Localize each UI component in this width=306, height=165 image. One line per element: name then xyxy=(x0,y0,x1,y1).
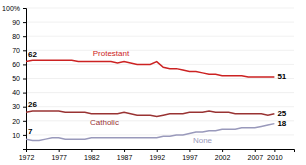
series-line xyxy=(26,111,274,117)
grid-line xyxy=(26,8,294,9)
y-tick: 40 xyxy=(12,89,26,96)
end-value-label: 51 xyxy=(277,72,286,81)
start-value-label: 7 xyxy=(28,127,33,136)
grid xyxy=(26,8,294,135)
y-tick: 50 xyxy=(12,75,26,82)
y-tick: 80 xyxy=(12,33,26,40)
x-tick: 2010 xyxy=(267,149,283,161)
x-tick: 1977 xyxy=(51,149,67,161)
y-axis: 10 20 30 40 50 60 70 80 90 100% xyxy=(2,5,26,150)
y-tick-label: 10 xyxy=(12,132,20,139)
y-tick: 70 xyxy=(12,47,26,54)
y-tick: 30 xyxy=(12,103,26,110)
grid-line xyxy=(26,92,294,93)
x-tick-label: 2010 xyxy=(267,154,283,161)
x-tick-mark xyxy=(255,149,256,152)
grid-line xyxy=(26,134,294,135)
end-value-label: 18 xyxy=(277,119,286,128)
y-tick-label: 70 xyxy=(12,47,20,54)
grid-line xyxy=(26,22,294,23)
x-tick-mark xyxy=(59,149,60,152)
y-tick-mark xyxy=(23,107,26,108)
y-tick-label: 90 xyxy=(12,19,20,26)
x-tick-label: 1992 xyxy=(149,154,165,161)
y-tick-mark xyxy=(23,93,26,94)
x-tick: 1987 xyxy=(117,149,133,161)
series-label: Protestant xyxy=(93,49,130,58)
y-tick-label: 100% xyxy=(2,5,20,12)
x-tick: 1972 xyxy=(19,149,35,161)
y-tick: 20 xyxy=(12,118,26,125)
y-tick: 10 xyxy=(12,132,26,139)
y-tick-label: 30 xyxy=(12,103,20,110)
chart: 102030405060708090100%197219771982198719… xyxy=(0,0,306,165)
y-axis-line xyxy=(23,9,27,150)
y-tick-label: 50 xyxy=(12,75,20,82)
grid-line xyxy=(26,106,294,107)
x-axis-line xyxy=(27,150,295,153)
y-tick-mark xyxy=(23,36,26,37)
grid-line xyxy=(26,78,294,79)
y-tick-label: 60 xyxy=(12,61,20,68)
x-tick-label: 1997 xyxy=(182,154,198,161)
x-axis: 1972 1977 1982 1987 1992 1997 2002 2007 2010 xyxy=(19,149,295,161)
plot-area xyxy=(26,60,274,140)
x-tick-label: 1972 xyxy=(19,154,35,161)
y-tick-mark xyxy=(23,8,26,9)
y-tick-mark xyxy=(23,64,26,65)
x-tick-label: 2007 xyxy=(247,154,263,161)
end-value-label: 25 xyxy=(277,109,286,118)
series-line xyxy=(26,60,274,77)
x-tick: 1982 xyxy=(84,149,100,161)
x-tick-mark xyxy=(222,149,223,152)
x-tick-mark xyxy=(157,149,158,152)
x-tick-label: 1987 xyxy=(117,154,133,161)
x-tick: 1992 xyxy=(149,149,165,161)
start-value-label: 26 xyxy=(28,100,37,109)
y-tick-mark xyxy=(23,50,26,51)
y-tick-mark xyxy=(23,79,26,80)
y-tick-mark xyxy=(23,135,26,136)
y-tick: 60 xyxy=(12,61,26,68)
y-tick-mark xyxy=(23,121,26,122)
y-tick-mark xyxy=(23,22,26,23)
y-tick-label: 40 xyxy=(12,89,20,96)
x-tick: 1997 xyxy=(182,149,198,161)
series-line xyxy=(26,124,274,141)
y-tick: 100% xyxy=(2,5,26,12)
series-label: Catholic xyxy=(90,118,119,127)
grid-line xyxy=(26,50,294,51)
x-tick-mark xyxy=(26,149,27,152)
x-tick-mark xyxy=(91,149,92,152)
y-tick-label: 80 xyxy=(12,33,20,40)
grid-line xyxy=(26,120,294,121)
x-tick-label: 2002 xyxy=(215,154,231,161)
annotations: 62 51 Protestant 26 25 Catholic 7 18 None xyxy=(28,49,287,146)
x-tick-label: 1977 xyxy=(51,154,67,161)
x-tick: 2007 xyxy=(247,149,263,161)
x-tick-mark xyxy=(124,149,125,152)
x-tick-mark xyxy=(274,149,275,152)
y-tick-label: 20 xyxy=(12,118,20,125)
x-tick-mark xyxy=(189,149,190,152)
y-tick: 90 xyxy=(12,19,26,26)
series-label: None xyxy=(193,136,213,145)
x-tick-label: 1982 xyxy=(84,154,100,161)
start-value-label: 62 xyxy=(28,50,37,59)
x-tick: 2002 xyxy=(215,149,231,161)
grid-line xyxy=(26,36,294,37)
